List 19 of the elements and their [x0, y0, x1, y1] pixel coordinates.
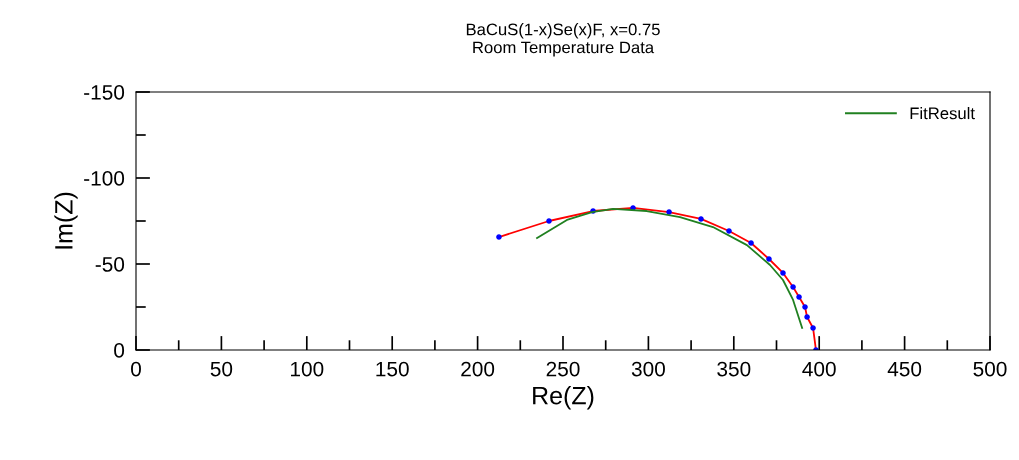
- x-tick-label: 450: [887, 361, 922, 377]
- y-axis-title: Im(Z): [54, 192, 78, 249]
- x-tick-label: 350: [717, 361, 751, 377]
- x-tick-label: 250: [546, 361, 580, 377]
- x-axis-title: Re(Z): [533, 386, 594, 410]
- y-tick-label: -100: [84, 171, 125, 186]
- y-tick-label: 0: [114, 343, 125, 358]
- x-tick-label: 200: [461, 361, 495, 377]
- x-tick-label: 400: [802, 361, 836, 377]
- y-tick-label: -150: [84, 85, 125, 100]
- x-tick-label: 50: [210, 361, 233, 377]
- y-tick-label: -50: [95, 257, 125, 272]
- legend-label: FitResult: [910, 107, 975, 120]
- x-tick-label: 100: [291, 361, 324, 377]
- x-tick-label: 0: [131, 361, 141, 377]
- x-tick-label: 150: [376, 361, 409, 377]
- x-tick-label: 500: [973, 361, 1007, 377]
- x-tick-label: 300: [631, 361, 665, 377]
- chart-title: BaCuS(1-x)Se(x)F, x=0.75 Room Temperature Data: [466, 23, 660, 57]
